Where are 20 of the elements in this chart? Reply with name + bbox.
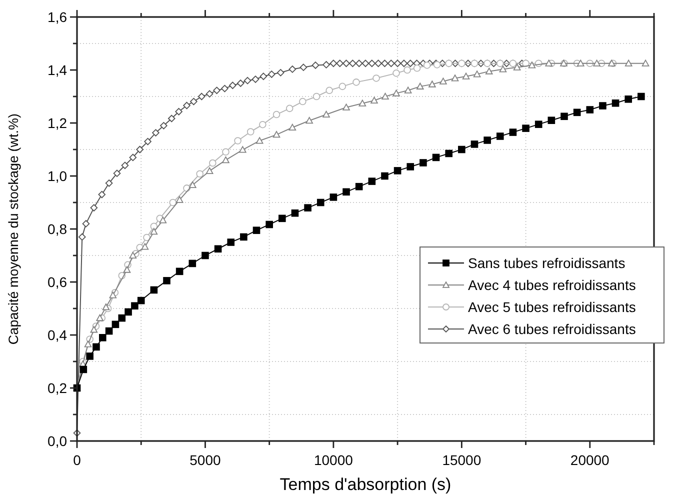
x-tick-label: 15000 — [442, 452, 482, 468]
y-tick-label: 0,8 — [48, 221, 68, 237]
x-axis-title: Temps d'absorption (s) — [280, 475, 452, 494]
y-tick-label: 0,2 — [48, 380, 68, 396]
x-tick-label: 20000 — [570, 452, 610, 468]
y-tick-label: 1,6 — [48, 9, 68, 25]
x-tick-label: 5000 — [190, 452, 222, 468]
y-tick-label: 1,0 — [48, 168, 68, 184]
y-tick-label: 0,0 — [48, 433, 68, 449]
legend-label: Avec 4 tubes refroidissants — [468, 277, 636, 293]
y-tick-label: 0,6 — [48, 274, 68, 290]
legend-label: Avec 6 tubes refroidissants — [468, 321, 636, 337]
y-tick-label: 0,4 — [48, 327, 68, 343]
legend-label: Sans tubes refroidissants — [468, 255, 626, 271]
x-tick-label: 0 — [73, 452, 82, 468]
x-tick-label: 10000 — [314, 452, 354, 468]
legend-label: Avec 5 tubes refroidissants — [468, 299, 636, 315]
y-tick-label: 1,2 — [48, 115, 68, 131]
y-axis-title: Capacité moyenne du stockage (wt.%) — [6, 113, 21, 345]
y-tick-label: 1,4 — [48, 62, 68, 78]
